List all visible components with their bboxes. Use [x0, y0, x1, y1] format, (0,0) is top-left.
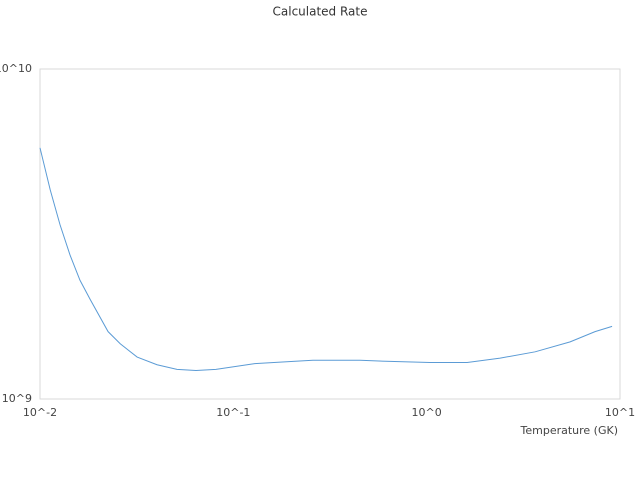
y-tick-label: 10^9 — [2, 392, 32, 405]
plot-frame — [39, 68, 621, 400]
x-tick-label: 10^-1 — [216, 406, 250, 419]
x-tick-label: 10^0 — [412, 406, 442, 419]
chart-title: Calculated Rate — [273, 5, 368, 19]
x-axis-label: Temperature (GK) — [520, 424, 619, 437]
line — [39, 147, 613, 372]
x-tick-label: 10^1 — [605, 406, 635, 419]
x-tick-label: 10^-2 — [23, 406, 57, 419]
y-tick-label: 10^10 — [0, 62, 32, 75]
